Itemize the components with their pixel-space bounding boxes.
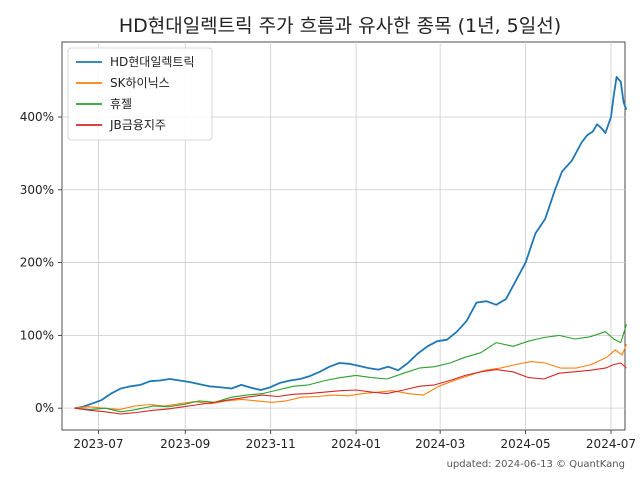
series-line <box>74 76 628 410</box>
y-tick-label: 200% <box>20 256 54 270</box>
x-tick-label: 2023-09 <box>160 437 210 451</box>
series-line <box>74 362 627 415</box>
legend-label: SK하이닉스 <box>110 76 170 90</box>
series-lines <box>74 76 628 415</box>
legend-label: HD현대일렉트릭 <box>110 55 195 69</box>
legend-label: 휴젤 <box>110 97 132 111</box>
series-line <box>74 343 627 411</box>
x-axis: 2023-07 2023-09 2023-11 2024-01 2024-03 2024-… <box>73 430 636 451</box>
x-tick-label: 2023-11 <box>246 437 296 451</box>
series-line <box>74 324 627 413</box>
legend-box <box>67 47 213 141</box>
y-tick-label: 100% <box>20 328 54 342</box>
chart-footer: updated: 2024-06-13 © QuantKang <box>447 459 625 470</box>
x-tick-label: 2024-05 <box>500 437 550 451</box>
x-tick-label: 2024-07 <box>586 437 636 451</box>
y-axis: 0% 100% 200% 300% 400% <box>20 110 62 415</box>
x-tick-label: 2024-03 <box>415 437 465 451</box>
y-tick-label: 0% <box>35 401 54 415</box>
x-tick-label: 2024-01 <box>331 437 381 451</box>
x-tick-label: 2023-07 <box>73 437 123 451</box>
chart-title: HD현대일렉트릭 주가 흐름과 유사한 종목 (1년, 5일선) <box>119 15 561 37</box>
legend-label: JB금융지주 <box>109 118 166 132</box>
y-tick-label: 400% <box>20 110 54 124</box>
y-tick-label: 300% <box>20 183 54 197</box>
